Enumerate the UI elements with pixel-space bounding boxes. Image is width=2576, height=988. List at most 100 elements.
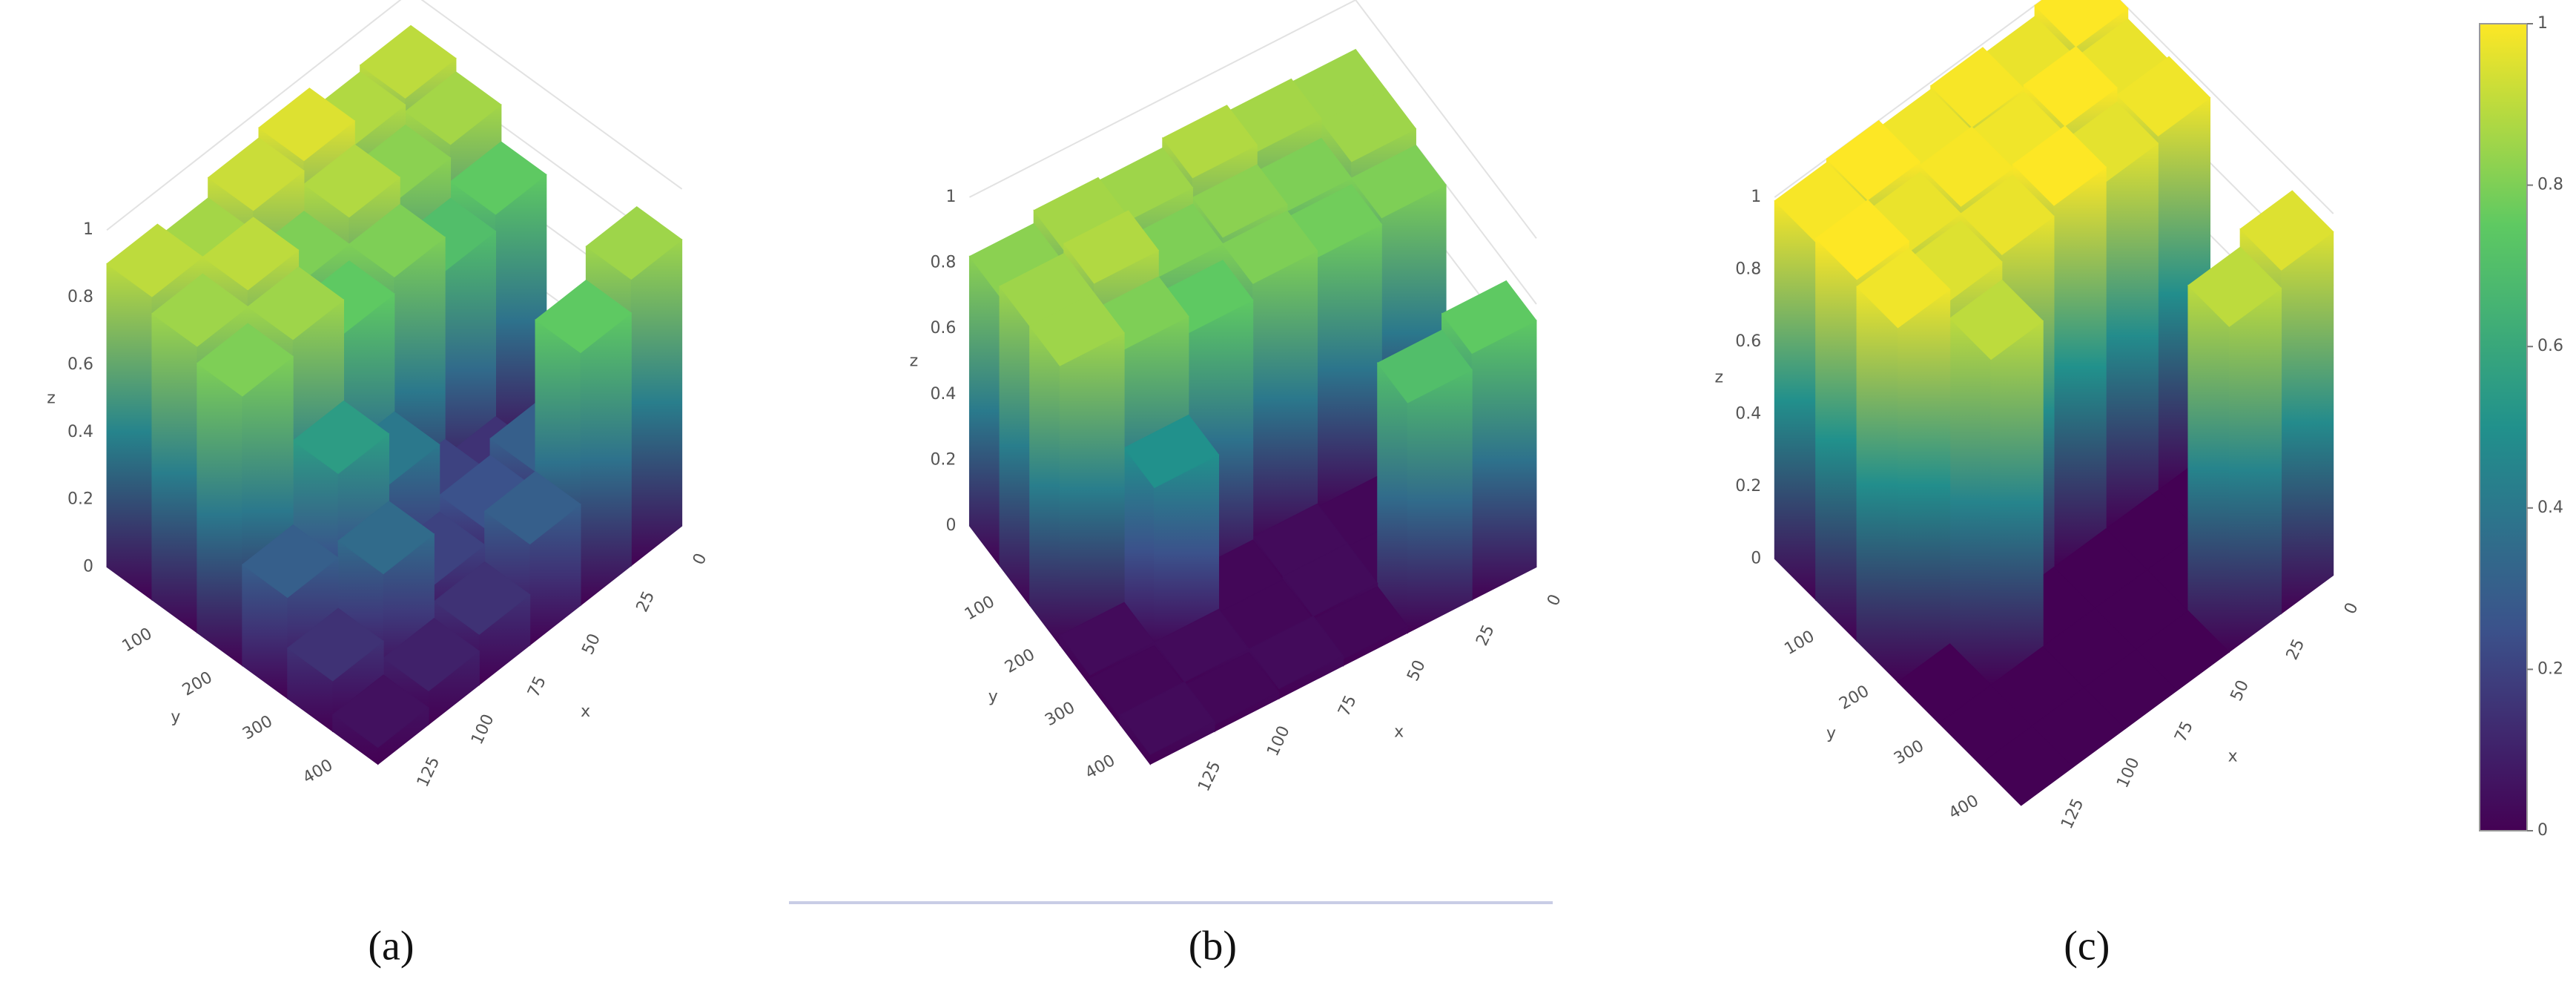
cell-top	[1248, 615, 1344, 690]
z-tick-label: 0	[1751, 549, 1761, 567]
colorbar	[2479, 23, 2528, 831]
cell-side	[151, 312, 198, 634]
cell-side	[106, 263, 153, 601]
y-axis-title: y	[1826, 725, 1836, 743]
y-axis-title: y	[988, 688, 998, 706]
cell-top	[1979, 725, 2074, 806]
cell-top	[483, 470, 581, 545]
grid-line	[106, 0, 683, 231]
colorbar-tick-label: 0	[2537, 821, 2548, 840]
cell-side	[2053, 166, 2107, 568]
cell-top	[247, 266, 345, 340]
x-tick-label: 0	[690, 550, 711, 567]
y-axis-title: y	[171, 708, 180, 726]
cell-top	[1826, 119, 1921, 201]
x-tick-label: 100	[1264, 723, 1293, 760]
cell-top	[1949, 279, 2044, 360]
y-tick-label: 100	[962, 593, 998, 625]
x-tick-label: 75	[2171, 719, 2196, 745]
cell-side	[1059, 332, 1125, 646]
y-tick-label: 400	[1946, 791, 1982, 823]
x-tick-label: 100	[468, 711, 498, 748]
cell-top	[286, 607, 384, 682]
surface-cell	[1979, 725, 2074, 806]
cell-side	[1897, 289, 1951, 683]
y-tick-label: 300	[240, 712, 276, 744]
surface-cell	[1949, 279, 2044, 686]
z-tick-label: 0.2	[930, 450, 956, 469]
z-tick-label: 0.4	[930, 385, 956, 404]
cell-top	[207, 137, 305, 211]
cell-top	[383, 617, 480, 692]
x-tick-label: 50	[2227, 677, 2253, 704]
cell-top	[1123, 414, 1220, 489]
cell-top	[292, 400, 390, 475]
x-tick-label: 75	[524, 674, 549, 700]
x-tick-label: 25	[2283, 636, 2308, 663]
cell-top	[2239, 190, 2334, 271]
cell-top	[1376, 329, 1473, 404]
cell-top	[1441, 280, 1537, 355]
x-tick-label: 125	[1195, 758, 1224, 794]
surface-cell	[2187, 246, 2282, 653]
y-tick-label: 300	[1042, 699, 1078, 731]
caption: (c)	[2064, 923, 2110, 969]
cell-side	[1856, 286, 1898, 683]
z-tick-label: 0	[83, 558, 93, 576]
y-tick-label: 300	[1891, 737, 1927, 768]
y-tick-label: 200	[1002, 645, 1038, 677]
cell-top	[585, 206, 683, 280]
x-tick-label: 50	[579, 631, 604, 658]
z-tick-label: 1	[83, 220, 93, 239]
cell-top	[1960, 174, 2055, 255]
cell-top	[303, 144, 401, 218]
cell-top	[1028, 292, 1125, 366]
cell-top	[1919, 126, 2014, 207]
caption: (b)	[1189, 923, 1237, 969]
grid-line	[968, 0, 1537, 239]
cell-side	[630, 238, 683, 567]
caption: (a)	[368, 923, 414, 969]
z-tick-label: 1	[1751, 188, 1761, 206]
z-axis-title: z	[47, 389, 56, 407]
cell-side	[1252, 250, 1318, 547]
x-axis-title: x	[2228, 748, 2238, 766]
z-tick-label: 0.2	[67, 490, 93, 509]
y-tick-label: 100	[119, 625, 156, 656]
z-tick-label: 0.4	[67, 423, 93, 441]
cell-top	[1222, 210, 1318, 284]
cell-top	[349, 203, 446, 278]
colorbar-tick-label: 0.2	[2537, 659, 2563, 678]
cell-top	[449, 141, 547, 215]
x-tick-label: 100	[2113, 755, 2143, 791]
cell-top	[1119, 681, 1215, 755]
cell-side	[1815, 237, 1857, 642]
cell-top	[1282, 543, 1378, 617]
x-axis-title: x	[1394, 722, 1404, 741]
cell-top	[1162, 105, 1258, 179]
x-tick-label: 0	[1544, 592, 1565, 609]
z-tick-label: 0.6	[67, 355, 93, 374]
z-tick-label: 0.6	[930, 319, 956, 337]
cell-top	[202, 217, 300, 291]
surface-cell	[483, 470, 581, 646]
cell-side	[999, 285, 1031, 607]
cell-top	[2034, 0, 2129, 47]
cell-top	[196, 323, 294, 397]
cell-top	[151, 273, 249, 347]
cell-side	[1990, 320, 2044, 686]
surface-cell	[1119, 681, 1215, 765]
cell-top	[242, 524, 339, 599]
x-tick-label: 125	[414, 754, 443, 790]
z-axis-title: z	[910, 352, 919, 371]
x-tick-label: 125	[2058, 796, 2087, 832]
z-tick-label: 0.2	[1735, 477, 1761, 495]
cell-top	[2023, 46, 2118, 127]
y-tick-label: 200	[1836, 682, 1872, 714]
cell-top	[1192, 164, 1288, 238]
colorbar-tick-label: 0.6	[2537, 337, 2563, 355]
colorbar-tick-label: 1	[2537, 14, 2548, 33]
surface-cell	[1856, 248, 1951, 683]
z-tick-label: 0.8	[67, 288, 93, 306]
